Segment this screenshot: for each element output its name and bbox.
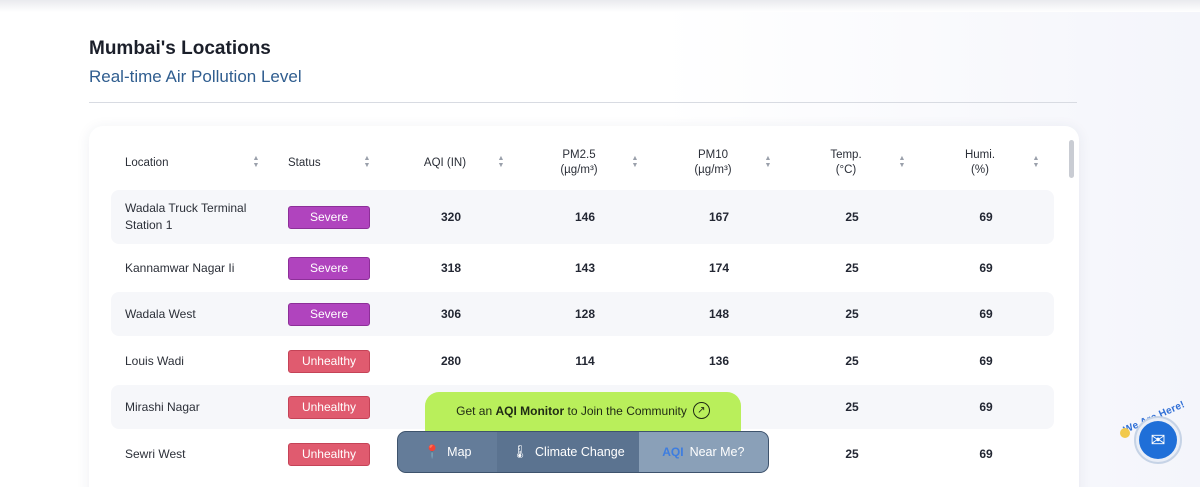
location-name[interactable]: Kannamwar Nagar Ii — [125, 260, 235, 275]
table-row[interactable]: Kannamwar Nagar Ii Severe 318 143 174 25… — [111, 246, 1054, 290]
header-label: Location — [125, 156, 169, 169]
pm10-value: 136 — [708, 354, 730, 368]
header-label: PM10 (µg/m³) — [694, 149, 732, 176]
header-label: PM2.5 (µg/m³) — [560, 149, 598, 176]
table-row[interactable]: Wadala West Severe 306 128 148 25 69 — [111, 292, 1054, 336]
status-badge: Unhealthy — [288, 442, 370, 466]
promo-suffix: to Join the Community — [567, 404, 687, 418]
promo-prefix: Get an — [456, 404, 493, 418]
status-cell: Severe — [288, 246, 370, 290]
map-pin-icon: 📍 — [423, 444, 441, 459]
table-row[interactable]: Wadala Truck Terminal Station 1 Severe 3… — [111, 190, 1054, 244]
nav-near-me[interactable]: AQI Near Me? — [638, 432, 768, 472]
help-widget[interactable]: We Are Here! ✉ — [1114, 396, 1188, 466]
pm25-value: 128 — [574, 307, 596, 321]
sort-icon[interactable]: ▲ ▼ — [252, 155, 260, 169]
status-cell: Severe — [288, 190, 370, 244]
sort-icon[interactable]: ▲ ▼ — [1032, 155, 1040, 169]
arrow-up-right-icon[interactable]: ↗ — [692, 402, 710, 419]
header-pm25[interactable]: PM2.5 (µg/m³) — [539, 140, 619, 186]
header-location[interactable]: Location — [125, 140, 255, 186]
header-aqi[interactable]: AQI (IN) — [405, 140, 485, 186]
pm10-value: 167 — [708, 210, 730, 224]
divider — [89, 102, 1077, 103]
table-header: Location ▲ ▼ Status ▲ ▼ AQI (IN) ▲ ▼ PM2.5 … — [111, 140, 1054, 186]
thermometer-icon: 🌡 — [511, 444, 529, 459]
header-status[interactable]: Status — [288, 140, 368, 186]
header-shadow — [0, 0, 1200, 12]
aqi-value: 280 — [440, 354, 462, 368]
humidity-value: 69 — [979, 261, 993, 275]
humidity-value: 69 — [979, 210, 993, 224]
sort-icon[interactable]: ▲ ▼ — [764, 155, 772, 169]
table-scrollbar[interactable] — [1069, 140, 1074, 178]
sort-icon[interactable]: ▲ ▼ — [497, 155, 505, 169]
nav-near-label: Near Me? — [689, 445, 745, 459]
header-label: Status — [288, 156, 321, 169]
nav-map-label: Map — [447, 445, 472, 459]
humidity-value: 69 — [979, 447, 993, 461]
header-label: Temp. (°C) — [830, 149, 862, 176]
nav-map[interactable]: 📍 Map — [398, 432, 498, 472]
status-badge: Unhealthy — [288, 349, 370, 373]
header-humidity[interactable]: Humi. (%) — [940, 140, 1020, 186]
pm25-value: 143 — [574, 261, 596, 275]
table-row[interactable]: Louis Wadi Unhealthy 280 114 136 25 69 — [111, 339, 1054, 383]
temp-value: 25 — [845, 400, 859, 414]
aqi-icon: AQI — [662, 445, 684, 459]
status-cell: Severe — [288, 292, 370, 336]
nav-climate-change[interactable]: 🌡 Climate Change — [497, 432, 639, 472]
table-row[interactable]: Sewri West Unhealthy 25 69 — [111, 432, 1054, 476]
status-badge: Severe — [288, 256, 370, 280]
bottom-nav: 📍 Map 🌡 Climate Change AQI Near Me? — [397, 431, 769, 473]
temp-value: 25 — [845, 354, 859, 368]
status-badge: Unhealthy — [288, 395, 370, 419]
aqi-value: 320 — [440, 210, 462, 224]
header-pm10[interactable]: PM10 (µg/m³) — [673, 140, 753, 186]
pm25-value: 146 — [574, 210, 596, 224]
status-badge: Severe — [288, 302, 370, 326]
location-name[interactable]: Sewri West — [125, 446, 186, 461]
sort-icon[interactable]: ▲ ▼ — [363, 155, 371, 169]
temp-value: 25 — [845, 447, 859, 461]
page-title: Mumbai's Locations — [89, 38, 271, 59]
location-name[interactable]: Louis Wadi — [125, 353, 184, 368]
status-cell: Unhealthy — [288, 339, 370, 383]
temp-value: 25 — [845, 210, 859, 224]
pm10-value: 174 — [708, 261, 730, 275]
location-name[interactable]: Wadala Truck Terminal Station 1 — [125, 201, 247, 232]
header-label: AQI (IN) — [423, 156, 467, 169]
humidity-value: 69 — [979, 400, 993, 414]
location-name[interactable]: Wadala West — [125, 306, 196, 321]
pm25-value: 114 — [575, 354, 595, 368]
help-button[interactable]: ✉ — [1134, 416, 1182, 464]
status-badge: Severe — [288, 205, 370, 229]
aqi-value: 318 — [440, 261, 462, 275]
location-name[interactable]: Mirashi Nagar — [125, 399, 200, 414]
mail-icon: ✉ — [1139, 421, 1177, 459]
temp-value: 25 — [845, 261, 859, 275]
promo-bold: AQI Monitor — [495, 404, 565, 418]
sort-icon[interactable]: ▲ ▼ — [898, 155, 906, 169]
sort-icon[interactable]: ▲ ▼ — [631, 155, 639, 169]
header-temp[interactable]: Temp. (°C) — [806, 140, 886, 186]
header-label: Humi. (%) — [964, 149, 996, 176]
status-cell: Unhealthy — [288, 385, 370, 429]
aqi-value: 306 — [440, 307, 462, 321]
status-cell: Unhealthy — [288, 432, 370, 476]
humidity-value: 69 — [979, 307, 993, 321]
nav-climate-label: Climate Change — [535, 445, 625, 459]
temp-value: 25 — [845, 307, 859, 321]
humidity-value: 69 — [979, 354, 993, 368]
wave-hand-icon — [1120, 428, 1130, 438]
pm10-value: 148 — [708, 307, 730, 321]
page-subtitle: Real-time Air Pollution Level — [89, 67, 302, 86]
aqi-monitor-promo[interactable]: Get an AQI Monitor to Join the Community… — [425, 392, 741, 436]
